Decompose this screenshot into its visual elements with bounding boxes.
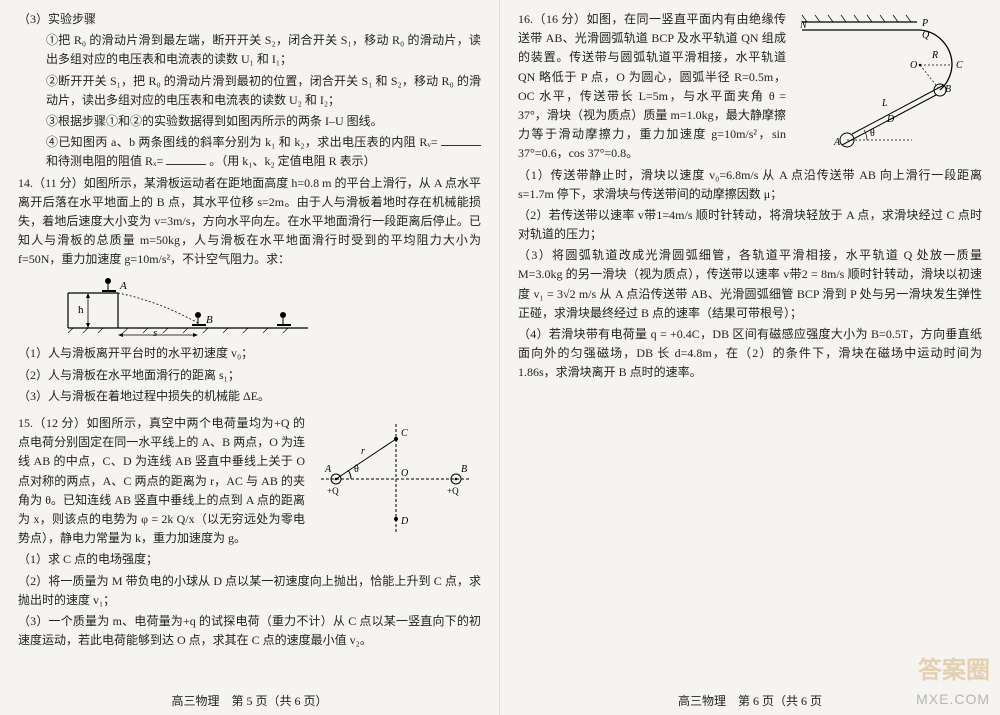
left-column: （3）实验步骤 ①把 R₀ 的滑动片滑到最左端，断开开关 S₂，闭合开关 S₁，… [0,0,500,715]
step-4a: ④已知图丙 a、b 两条图线的斜率分别为 k₁ 和 k₂，求出电压表的内阻 Rᵥ… [46,135,438,149]
blank-rx[interactable] [166,153,206,165]
svg-text:r: r [361,446,365,457]
svg-text:B: B [461,464,467,475]
fig14-s: s [153,327,157,338]
q14-3: （3）人与滑板在着地过程中损失的机械能 ΔE。 [18,387,481,406]
watermark-logo: 答案圈 [918,650,990,685]
q16-block: N P Q O C B A D R L θ 16.（16 分）如图，在同一竖直平… [518,10,982,164]
svg-text:R: R [931,50,938,61]
q14-1: （1）人与滑板离开平台时的水平初速度 v₀； [18,344,481,363]
q15-block: θ r A B C D O +Q +Q 15.（12 分）如图所示，真空中两个电… [18,414,481,548]
svg-text:D: D [886,114,895,125]
q16-1: （1）传送带静止时，滑块以速度 v₀=6.8m/s 从 A 点沿传送带 AB 向… [518,166,982,204]
svg-text:Q: Q [922,30,930,41]
svg-text:C: C [401,428,408,439]
fig14-A: A [119,280,127,292]
figure-16: N P Q O C B A D R L θ [792,10,982,150]
step-4: ④已知图丙 a、b 两条图线的斜率分别为 k₁ 和 k₂，求出电压表的内阻 Rᵥ… [18,133,481,171]
page-spread: （3）实验步骤 ①把 R₀ 的滑动片滑到最左端，断开开关 S₂，闭合开关 S₁，… [0,0,1000,715]
svg-text:O: O [401,468,408,479]
left-footer: 高三物理 第 5 页（共 6 页） [0,692,499,709]
q16-4: （4）若滑块带有电荷量 q = +0.4C，DB 区间有磁感应强度大小为 B=0… [518,325,982,383]
right-column: N P Q O C B A D R L θ 16.（16 分）如图，在同一竖直平… [500,0,1000,715]
watermark-url: MXE.COM [916,691,990,707]
step-2: ②断开开关 S₁，把 R₀ 的滑动片滑到最初的位置，闭合开关 S₁ 和 S₂，移… [18,72,481,110]
svg-text:+Q: +Q [327,486,339,496]
q14-2: （2）人与滑板在水平地面滑行的距离 s₁； [18,366,481,385]
svg-text:O: O [910,60,917,71]
q15-3: （3）一个质量为 m、电荷量为+q 的试探电荷（重力不计）从 C 点以某一竖直向… [18,612,481,650]
fig14-B: B [206,314,213,326]
svg-text:N: N [799,20,808,31]
step-4c: 。（用 k₁、k₂ 定值电阻 R 表示） [209,154,375,168]
svg-text:θ: θ [870,128,875,139]
q16-3: （3）将圆弧轨道改成光滑圆弧细管，各轨道平滑相接，水平轨道 Q 处放一质量 M=… [518,246,982,323]
q15-1: （1）求 C 点的电场强度； [18,550,481,569]
svg-text:D: D [400,516,409,527]
q16-2: （2）若传送带以速率 v带1=4m/s 顺时针转动，将滑块轻放于 A 点，求滑块… [518,206,982,244]
svg-text:C: C [956,60,963,71]
svg-text:A: A [833,137,841,148]
svg-text:θ: θ [354,464,359,475]
fig14-h: h [78,304,84,316]
step-1: ①把 R₀ 的滑动片滑到最左端，断开开关 S₂，闭合开关 S₁，移动 R₀ 的滑… [18,31,481,69]
figure-15: θ r A B C D O +Q +Q [311,414,481,544]
svg-text:L: L [881,98,888,109]
blank-rv[interactable] [441,134,481,146]
svg-text:P: P [921,18,928,29]
q14-text: 14.（11 分）如图所示，某滑板运动者在距地面高度 h=0.8 m 的平台上滑… [18,174,481,270]
section-3-title: （3）实验步骤 [18,10,481,29]
svg-text:+Q: +Q [447,486,459,496]
figure-14: h s A B [58,273,318,338]
svg-text:B: B [945,84,951,95]
svg-text:A: A [324,464,332,475]
step-4b: 和待测电阻的阻值 Rₓ= [46,154,163,168]
q15-2: （2）将一质量为 M 带负电的小球从 D 点以某一初速度向上抛出，恰能上升到 C… [18,572,481,610]
step-3: ③根据步骤①和②的实验数据得到如图丙所示的两条 I–U 图线。 [18,112,481,131]
